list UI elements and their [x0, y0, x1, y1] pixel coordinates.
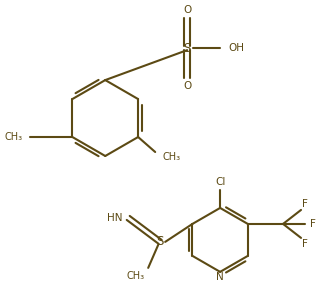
- Text: O: O: [183, 81, 191, 91]
- Text: CH₃: CH₃: [162, 152, 180, 162]
- Text: S: S: [157, 235, 164, 248]
- Text: S: S: [184, 42, 191, 55]
- Text: N: N: [216, 272, 224, 282]
- Text: HN: HN: [107, 213, 122, 223]
- Text: F: F: [310, 219, 316, 229]
- Text: O: O: [183, 5, 191, 15]
- Text: CH₃: CH₃: [126, 271, 144, 281]
- Text: F: F: [302, 239, 308, 249]
- Text: F: F: [302, 199, 308, 209]
- Text: CH₃: CH₃: [4, 132, 22, 142]
- Text: Cl: Cl: [215, 177, 225, 187]
- Text: OH: OH: [228, 43, 244, 53]
